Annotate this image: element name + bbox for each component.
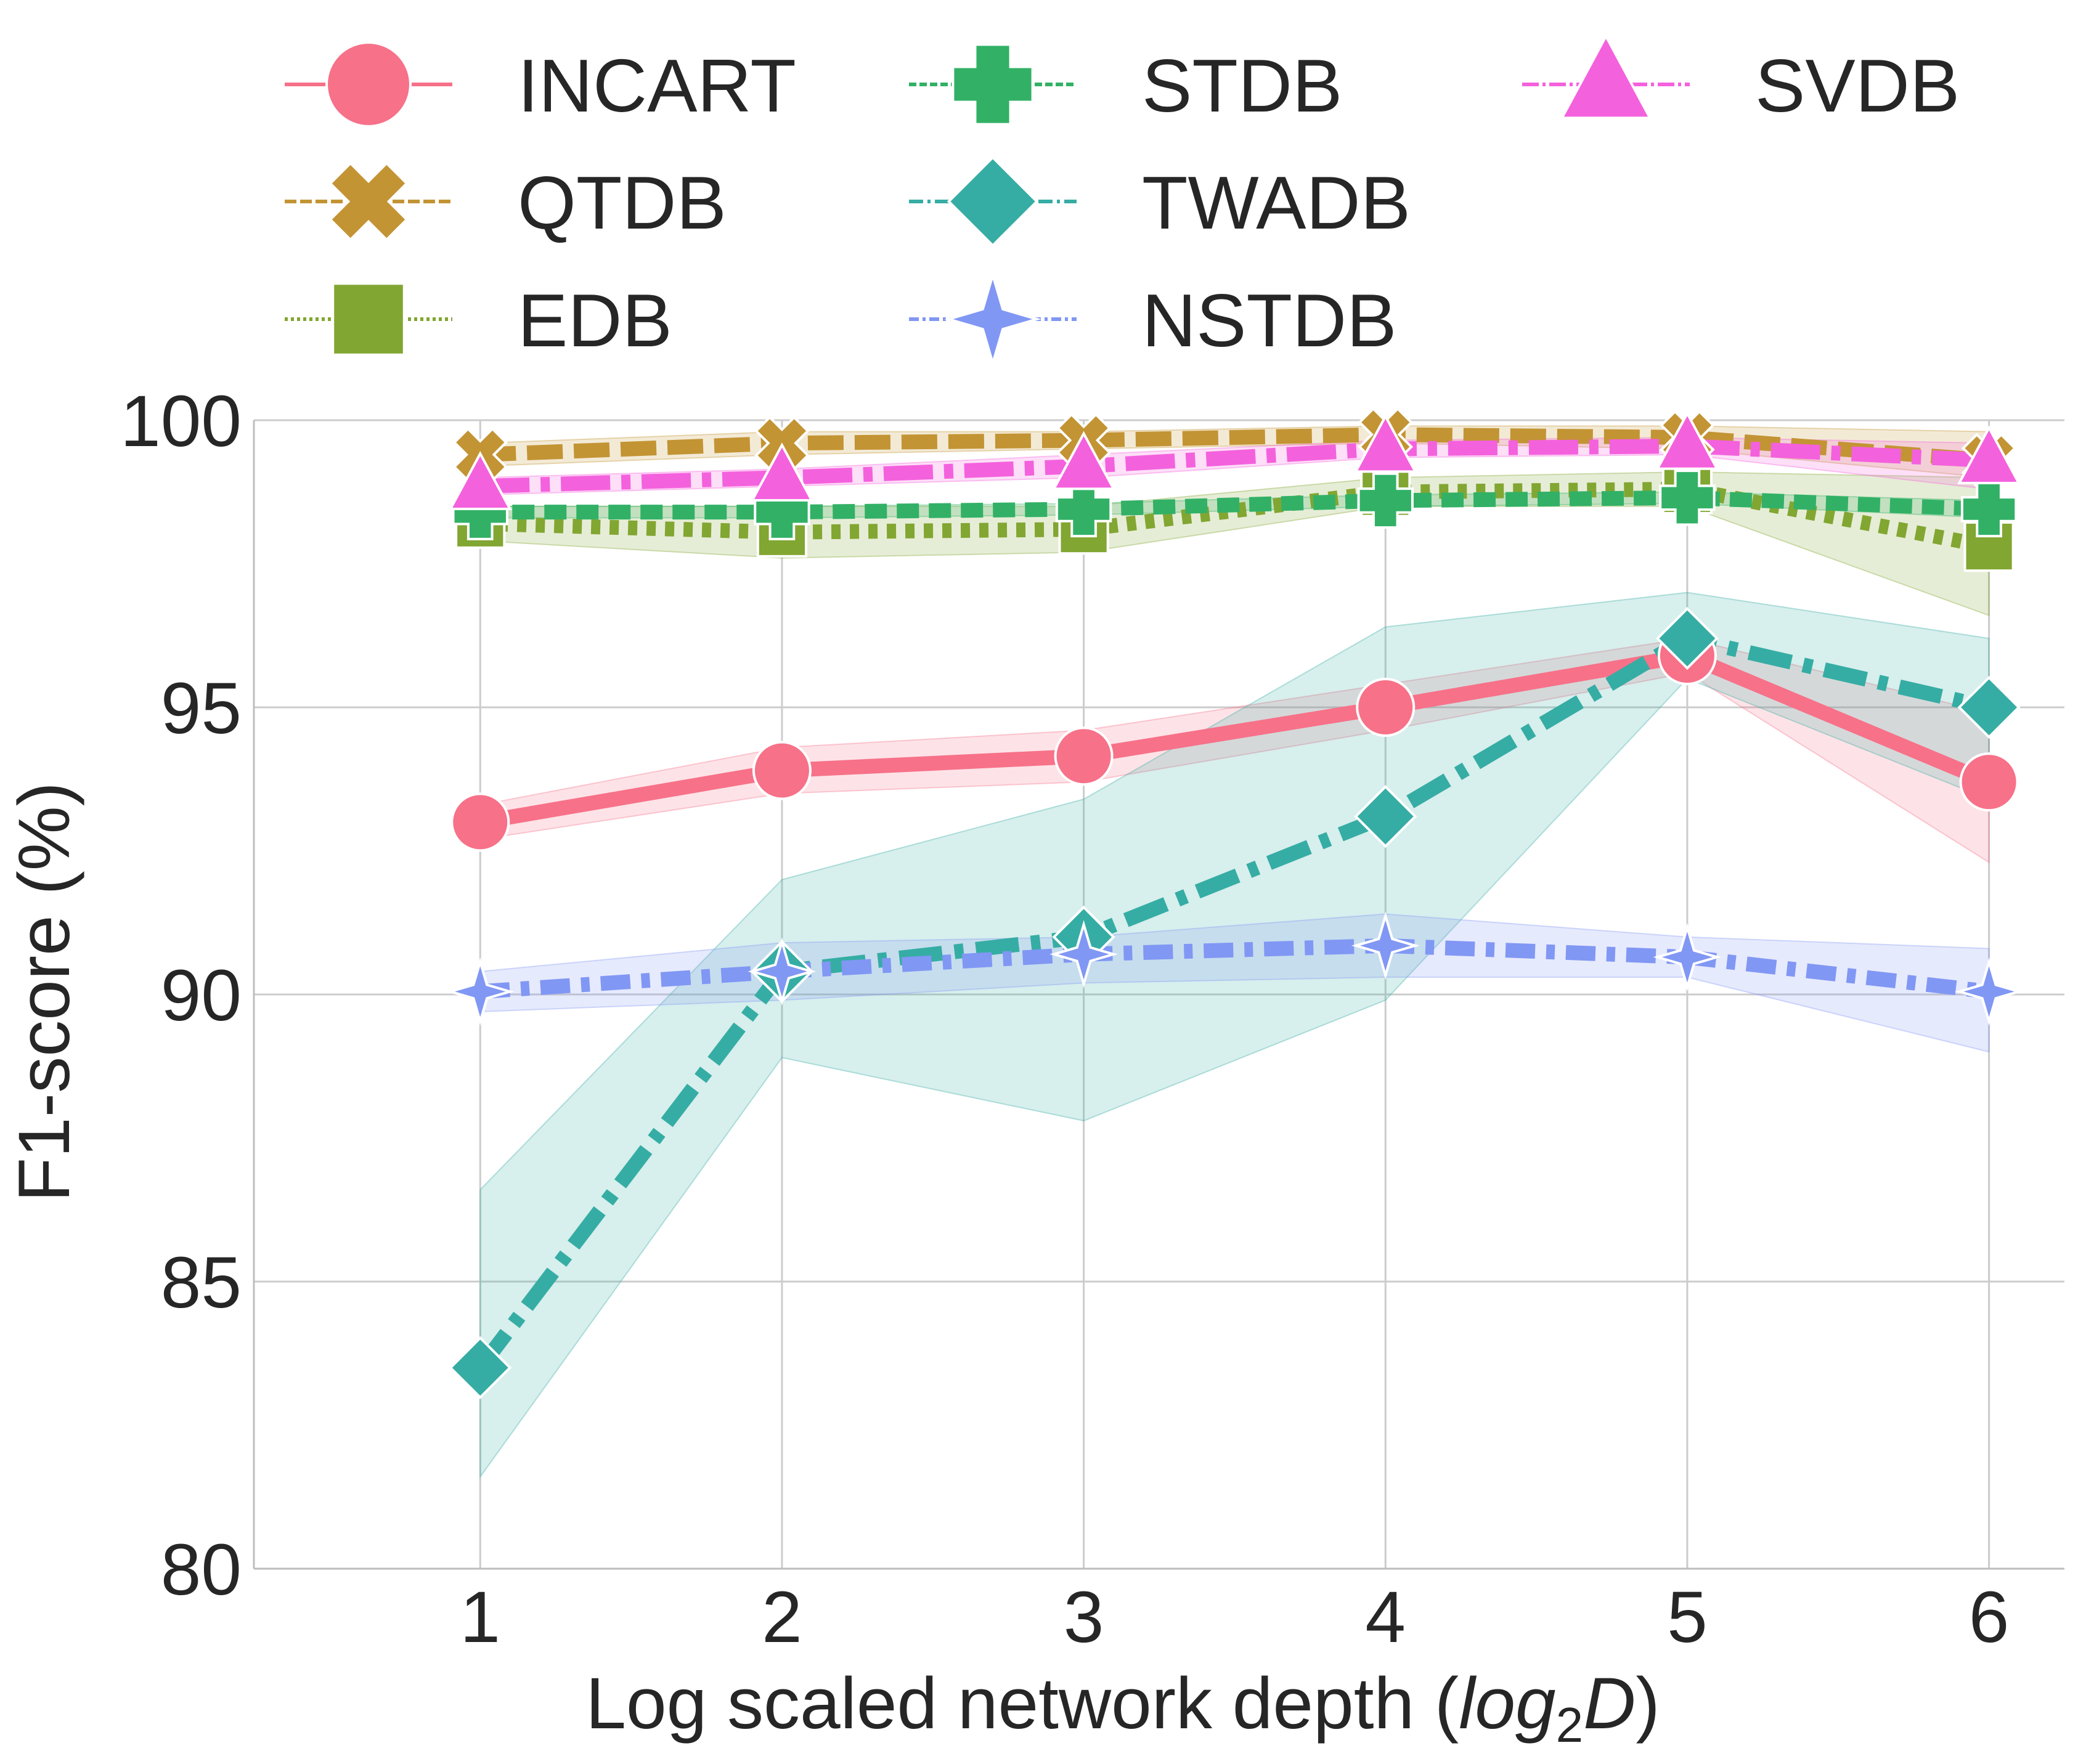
line-nstdb [479, 938, 1990, 999]
legend-item-nstdb: NSTDB [909, 270, 1396, 368]
marker-stdb-3 [1055, 481, 1112, 538]
marker-svdb-1 [448, 451, 512, 510]
marker-twadb-4 [1354, 784, 1417, 848]
marker-stdb-4 [1357, 472, 1414, 529]
legend-label-stdb: STDB [1142, 44, 1342, 128]
legend-item-svdb: SVDB [1522, 33, 1960, 128]
marker-nstdb-1 [446, 957, 515, 1026]
x-axis-label-main: Log scaled network depth ( [585, 1663, 1459, 1744]
x-tick-label-2: 2 [762, 1577, 802, 1658]
legend-label-svdb: SVDB [1755, 44, 1960, 128]
marker-svdb-4 [1353, 413, 1417, 473]
marker-stdb-6 [1960, 481, 2018, 538]
legend-item-stdb: STDB [909, 43, 1342, 128]
legend-marker-nstdb [944, 270, 1041, 368]
axes [253, 420, 2064, 1570]
series-lines [474, 427, 1992, 1373]
y-tick-label-80: 80 [161, 1529, 242, 1611]
x-tick-label-3: 3 [1064, 1577, 1104, 1658]
legend-item-qtdb: QTDB [285, 161, 727, 245]
legend-label-twadb: TWADB [1142, 161, 1411, 245]
tick-labels: 1 2 3 4 5 6 80 85 90 95 100 [120, 381, 2009, 1658]
legend-marker-stdb [951, 43, 1034, 126]
x-tick-label-1: 1 [460, 1577, 500, 1658]
x-axis-label-sub: 2 [1556, 1697, 1584, 1752]
marker-incart-6 [1959, 752, 2019, 812]
legend-item-edb: EDB [285, 278, 672, 362]
line-twadb [474, 631, 1991, 1373]
marker-twadb-5 [1655, 607, 1719, 670]
marker-svdb-3 [1051, 431, 1116, 490]
marker-stdb-5 [1659, 469, 1716, 526]
marker-svdb-6 [1957, 425, 2021, 485]
y-tick-label-90: 90 [161, 955, 242, 1036]
marker-nstdb-3 [1049, 920, 1118, 989]
x-axis-label: Log scaled network depth (log2D) [585, 1663, 1660, 1752]
marker-nstdb-6 [1955, 957, 2023, 1026]
marker-nstdb-5 [1653, 923, 1722, 991]
marker-incart-3 [1054, 726, 1114, 786]
x-axis-label-italic: log [1459, 1663, 1555, 1744]
legend-marker-qtdb [328, 161, 409, 242]
legend-label-qtdb: QTDB [518, 161, 727, 245]
legend-label-incart: INCART [518, 44, 796, 128]
x-tick-label-4: 4 [1365, 1577, 1406, 1658]
legend-marker-edb [332, 282, 405, 356]
legend-item-twadb: TWADB [909, 155, 1411, 248]
y-tick-label-100: 100 [120, 381, 242, 462]
x-tick-label-5: 5 [1667, 1577, 1708, 1658]
legend-marker-incart [325, 41, 412, 128]
legend-item-incart: INCART [285, 41, 796, 128]
line-svdb [479, 438, 1990, 494]
x-tick-label-6: 6 [1969, 1577, 2010, 1658]
line-stdb [480, 490, 1990, 520]
y-tick-label-85: 85 [161, 1242, 242, 1323]
legend-label-edb: EDB [518, 278, 672, 362]
marker-incart-4 [1356, 678, 1416, 737]
marker-svdb-2 [750, 442, 814, 502]
line-qtdb [479, 427, 1990, 468]
marker-twadb-6 [1957, 675, 2021, 739]
marker-svdb-5 [1655, 410, 1719, 470]
confidence-bands [479, 425, 1990, 1479]
marker-incart-2 [752, 741, 812, 800]
x-axis-label-close: ) [1636, 1663, 1660, 1744]
legend-marker-twadb [947, 155, 1039, 248]
marker-twadb-1 [449, 1336, 512, 1399]
marker-nstdb-2 [748, 937, 817, 1006]
y-tick-label-95: 95 [161, 668, 242, 749]
legend: INCART QTDB EDB STDB TWADB NSTDB SVDB [285, 33, 1960, 368]
legend-marker-svdb [1560, 33, 1652, 120]
marker-nstdb-4 [1351, 911, 1420, 980]
y-axis-label: F1-score (%) [4, 782, 85, 1202]
line-incart [479, 648, 1992, 830]
marker-incart-1 [450, 792, 510, 852]
x-axis-label-italic2: D [1583, 1663, 1636, 1744]
legend-label-nstdb: NSTDB [1142, 278, 1396, 362]
series-markers [446, 407, 2023, 1399]
